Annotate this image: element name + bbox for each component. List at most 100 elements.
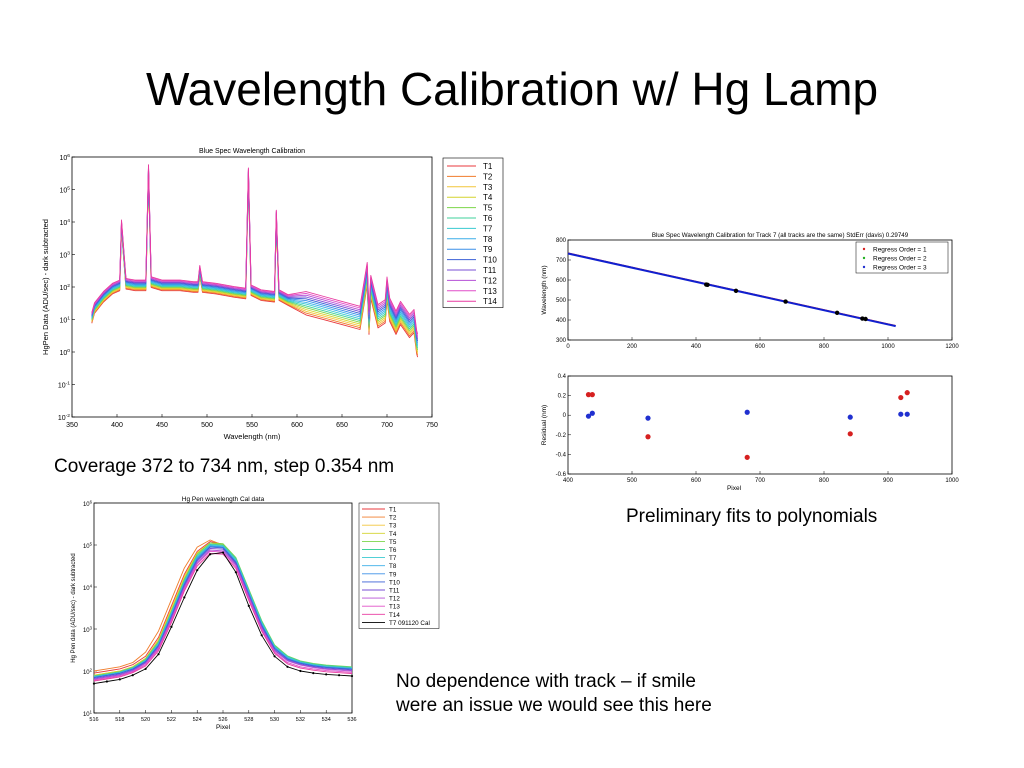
cal-data-point <box>183 596 186 599</box>
residual-point <box>744 409 750 415</box>
cal-data-point <box>325 673 328 676</box>
legend-label: T7 091120 Cal <box>389 620 430 627</box>
x-tick-label: 700 <box>381 422 393 429</box>
legend-marker <box>862 247 866 251</box>
x-tick-label: 400 <box>691 344 702 350</box>
residual-point <box>904 411 910 417</box>
x-tick-label: 900 <box>883 478 894 484</box>
cal-data-point <box>312 672 315 675</box>
cal-data-point <box>118 678 121 681</box>
x-tick-label: 0 <box>566 344 570 350</box>
y-tick-label: 104 <box>83 583 93 592</box>
legend-label: T14 <box>389 612 400 619</box>
legend-label: T5 <box>389 539 397 546</box>
x-tick-label: 600 <box>691 478 702 484</box>
legend-label: T3 <box>389 523 397 530</box>
cal-data-point <box>209 553 212 556</box>
residual-point <box>744 454 750 460</box>
legend-label: T5 <box>483 204 493 213</box>
y-tick-label: 800 <box>556 238 567 244</box>
y-tick-label: 105 <box>59 185 70 194</box>
y-tick-label: -0.6 <box>556 472 567 478</box>
cal-data-point <box>247 604 250 607</box>
fit-line-order-3 <box>567 252 896 328</box>
x-tick-label: 524 <box>193 717 202 723</box>
y-tick-label: 400 <box>556 318 567 324</box>
legend-label: T2 <box>389 515 397 522</box>
x-tick-label: 536 <box>347 717 356 723</box>
residual-point <box>589 410 595 416</box>
calibration-point <box>733 288 739 293</box>
slide-title: Wavelength Calibration w/ Hg Lamp <box>145 63 879 115</box>
y-tick-label: 0 <box>563 413 567 419</box>
y-tick-label: -0.4 <box>556 452 567 458</box>
legend-label: T10 <box>483 256 497 265</box>
legend-marker <box>862 256 866 260</box>
cal-data-point <box>157 653 160 656</box>
legend-label: T11 <box>483 266 497 275</box>
plot-frame <box>93 502 353 714</box>
legend-label: Regress Order = 2 <box>873 256 927 263</box>
x-tick-label: 528 <box>244 717 253 723</box>
series-line-T14 <box>93 552 353 682</box>
y-tick-label: 101 <box>83 709 93 718</box>
x-tick-label: 1000 <box>881 344 895 350</box>
legend-label: T4 <box>483 193 493 202</box>
cal-data-point <box>286 665 289 668</box>
residual-point <box>898 394 904 401</box>
y-tick-label: 101 <box>59 315 70 324</box>
x-tick-label: 1200 <box>945 344 959 350</box>
x-tick-label: 518 <box>115 717 124 723</box>
calibration-point <box>783 299 788 304</box>
cal-data-point <box>144 667 147 670</box>
x-tick-label: 800 <box>819 478 830 484</box>
x-tick-label: 516 <box>89 717 98 723</box>
x-tick-label: 350 <box>66 422 78 429</box>
wavelength-fit-chart: Blue Spec Wavelength Calibration for Tra… <box>541 232 959 350</box>
x-tick-label: 530 <box>270 717 279 723</box>
legend-label: T10 <box>389 579 400 586</box>
y-tick-label: 106 <box>59 153 70 162</box>
series-line-T6 <box>93 543 353 677</box>
y-tick-label: 105 <box>83 541 93 550</box>
legend-label: T12 <box>483 276 497 285</box>
y-tick-label: 10-2 <box>58 413 70 422</box>
spectrum-chart: Blue Spec Wavelength Calibration 350 400 45… <box>41 148 504 441</box>
y-axis-label: Hg Pen data (ADU/sec) - dark subtracted <box>71 553 77 662</box>
cal-data-point <box>196 569 199 572</box>
x-axis-label: Pixel <box>727 485 742 492</box>
legend-label: T14 <box>483 297 497 306</box>
y-tick-label: 104 <box>59 218 70 227</box>
residual-point <box>847 414 853 420</box>
series-line-T14 <box>91 164 419 335</box>
residual-chart: 400 500 600 700 800 900 1000 -0.6 -0.4 -0.2 0 0.2 0.… <box>541 374 959 492</box>
y-tick-label: 10-1 <box>58 380 70 389</box>
legend-label: Regress Order = 3 <box>873 265 927 272</box>
legend-label: T13 <box>389 604 400 611</box>
cal-data-point <box>221 551 225 554</box>
legend-label: T4 <box>389 531 397 538</box>
x-axis-label: Wavelength (nm) <box>224 432 281 441</box>
x-tick-label: 550 <box>246 422 258 429</box>
series-line-T10 <box>93 546 353 679</box>
residual-point <box>585 413 592 419</box>
plot-frame <box>567 375 953 475</box>
x-tick-label: 600 <box>291 422 303 429</box>
track-caption-line1: No dependence with track – if smile <box>396 671 696 692</box>
x-tick-label: 500 <box>627 478 638 484</box>
x-tick-label: 400 <box>563 478 574 484</box>
legend-label: T7 <box>389 555 397 562</box>
legend-box <box>855 241 949 274</box>
legend-box <box>442 157 504 308</box>
cal-data-point <box>92 682 96 685</box>
residual-point <box>904 390 910 396</box>
y-axis-label: Residual (nm) <box>541 405 548 445</box>
cal-data-point <box>350 674 354 678</box>
y-tick-label: 600 <box>556 278 567 284</box>
y-tick-label: 0.4 <box>558 374 567 380</box>
y-axis-label: HgPen Data (ADU/sec) - dark subtracted <box>41 219 50 355</box>
fits-caption: Preliminary fits to polynomials <box>626 506 878 527</box>
legend-label: Regress Order = 1 <box>873 247 927 254</box>
legend-label: T7 <box>483 224 493 233</box>
calibration-point <box>860 316 865 321</box>
